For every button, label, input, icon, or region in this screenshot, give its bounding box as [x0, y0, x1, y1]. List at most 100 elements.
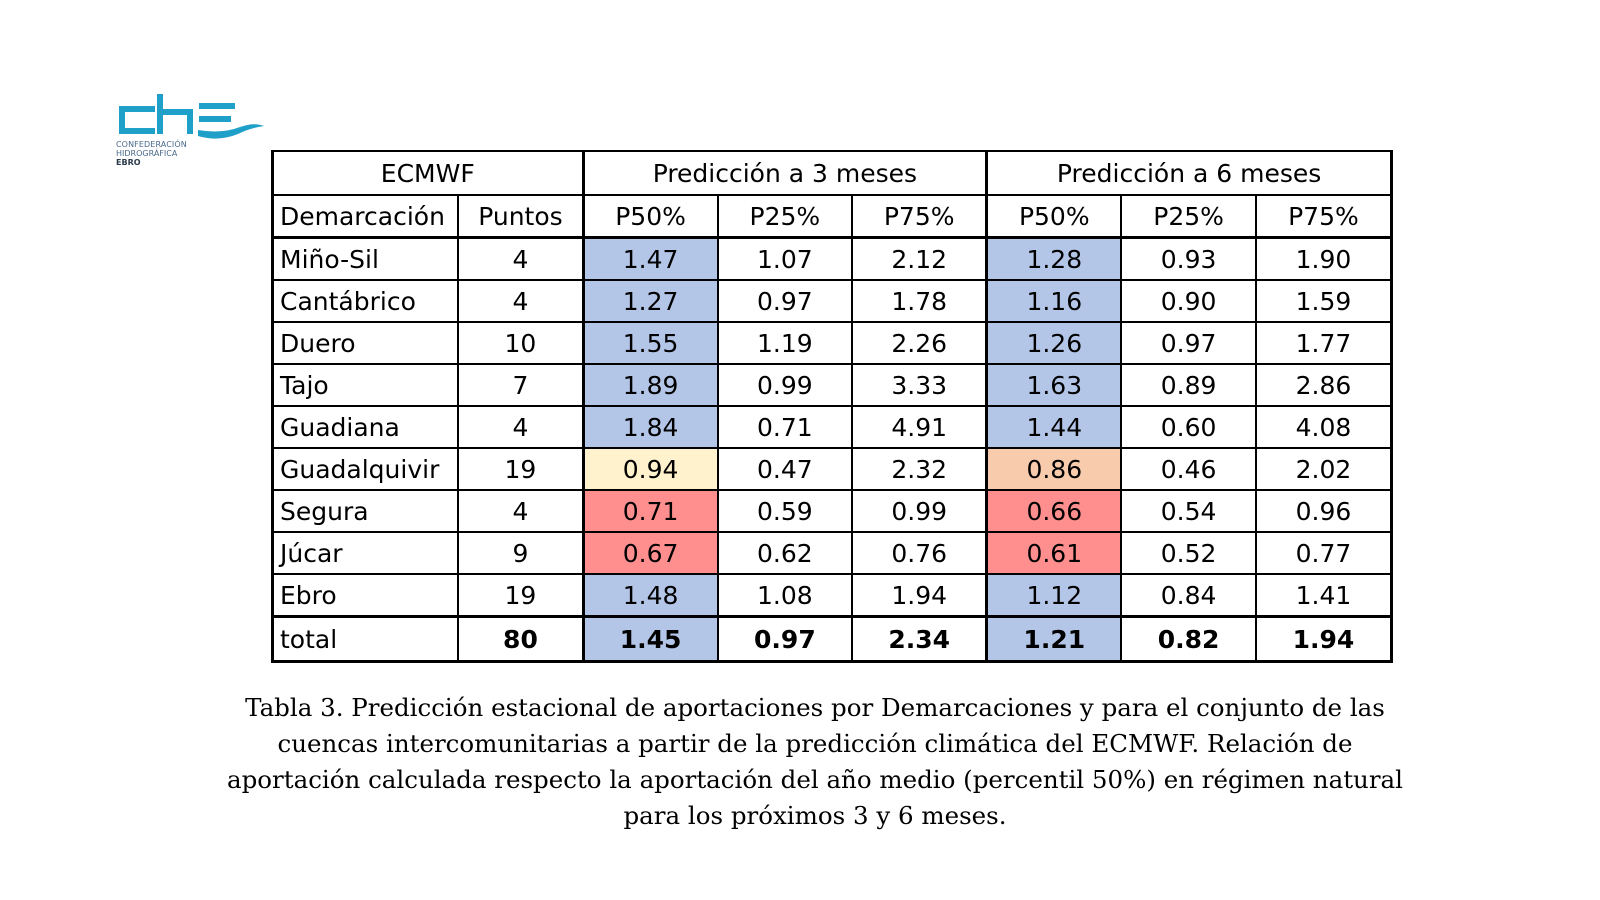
cell-p75-3m: 1.94: [851, 573, 988, 618]
cell-p75-6m: 2.02: [1254, 447, 1393, 491]
cell-p50-3m: 1.89: [581, 363, 719, 407]
table-row: Miño-Sil 4 1.47 1.07 2.12 1.28 0.93 1.90: [271, 236, 1393, 281]
cell-p25-6m: 0.93: [1120, 236, 1257, 281]
cell-puntos: 19: [457, 573, 585, 618]
cell-total-label: total: [271, 615, 460, 663]
col-header-puntos: Puntos: [457, 194, 585, 239]
cell-demarcacion: Duero: [271, 321, 460, 365]
col-header-p50-6m: P50%: [985, 194, 1123, 239]
cell-demarcacion: Ebro: [271, 573, 460, 618]
table-row: Guadalquivir 19 0.94 0.47 2.32 0.86 0.46…: [271, 447, 1393, 491]
cell-p75-3m: 0.76: [851, 531, 988, 575]
col-header-p25-3m: P25%: [716, 194, 854, 239]
cell-p50-3m: 0.71: [581, 489, 719, 533]
cell-p75-6m: 4.08: [1254, 405, 1393, 449]
table-caption: Tabla 3. Predicción estacional de aporta…: [227, 693, 1403, 830]
col-header-p75-3m: P75%: [851, 194, 988, 239]
cell-p50-3m: 1.84: [581, 405, 719, 449]
cell-total-p75-6m: 1.94: [1254, 615, 1393, 663]
table-row: Júcar 9 0.67 0.62 0.76 0.61 0.52 0.77: [271, 531, 1393, 575]
logo-line-1: CONFEDERACIÓN: [116, 140, 187, 149]
cell-puntos: 10: [457, 321, 585, 365]
cell-p50-3m: 0.94: [581, 447, 719, 491]
cell-p25-3m: 0.62: [716, 531, 854, 575]
cell-p75-3m: 3.33: [851, 363, 988, 407]
cell-demarcacion: Cantábrico: [271, 279, 460, 323]
table-row: Ebro 19 1.48 1.08 1.94 1.12 0.84 1.41: [271, 573, 1393, 618]
col-header-p50-3m: P50%: [581, 194, 719, 239]
che-logo: CONFEDERACIÓN HIDROGRÁFICA EBRO: [112, 92, 272, 172]
che-logo-mark: [119, 94, 264, 139]
cell-p75-6m: 0.96: [1254, 489, 1393, 533]
cell-puntos: 9: [457, 531, 585, 575]
cell-p50-6m: 0.61: [985, 531, 1123, 575]
table-row: Segura 4 0.71 0.59 0.99 0.66 0.54 0.96: [271, 489, 1393, 533]
cell-p75-3m: 2.12: [851, 236, 988, 281]
cell-p75-6m: 1.41: [1254, 573, 1393, 618]
cell-p75-6m: 1.59: [1254, 279, 1393, 323]
cell-total-puntos: 80: [457, 615, 585, 663]
cell-p50-3m: 0.67: [581, 531, 719, 575]
cell-p50-6m: 0.86: [985, 447, 1123, 491]
cell-p25-3m: 0.71: [716, 405, 854, 449]
cell-p75-6m: 1.77: [1254, 321, 1393, 365]
cell-p50-3m: 1.27: [581, 279, 719, 323]
cell-p75-3m: 2.26: [851, 321, 988, 365]
cell-p50-6m: 1.26: [985, 321, 1123, 365]
logo-line-3: EBRO: [116, 158, 141, 167]
table-row-total: total 80 1.45 0.97 2.34 1.21 0.82 1.94: [271, 615, 1393, 663]
cell-p25-3m: 1.19: [716, 321, 854, 365]
cell-p75-3m: 1.78: [851, 279, 988, 323]
cell-puntos: 4: [457, 279, 585, 323]
header-model: ECMWF: [271, 150, 585, 196]
cell-p50-6m: 1.44: [985, 405, 1123, 449]
header-group-6-months: Predicción a 6 meses: [985, 150, 1393, 196]
cell-p25-6m: 0.52: [1120, 531, 1257, 575]
cell-demarcacion: Guadiana: [271, 405, 460, 449]
table-row: Guadiana 4 1.84 0.71 4.91 1.44 0.60 4.08: [271, 405, 1393, 449]
cell-p50-6m: 1.63: [985, 363, 1123, 407]
cell-puntos: 19: [457, 447, 585, 491]
cell-puntos: 4: [457, 489, 585, 533]
col-header-p75-6m: P75%: [1254, 194, 1393, 239]
cell-demarcacion: Tajo: [271, 363, 460, 407]
cell-demarcacion: Segura: [271, 489, 460, 533]
cell-p25-3m: 0.47: [716, 447, 854, 491]
cell-total-p25-3m: 0.97: [716, 615, 854, 663]
cell-p50-6m: 1.16: [985, 279, 1123, 323]
cell-p75-6m: 2.86: [1254, 363, 1393, 407]
cell-total-p25-6m: 0.82: [1120, 615, 1257, 663]
cell-p25-3m: 0.59: [716, 489, 854, 533]
cell-p75-3m: 2.32: [851, 447, 988, 491]
col-header-p25-6m: P25%: [1120, 194, 1257, 239]
cell-p25-6m: 0.90: [1120, 279, 1257, 323]
cell-demarcacion: Miño-Sil: [271, 236, 460, 281]
header-group-3-months: Predicción a 3 meses: [581, 150, 988, 196]
cell-p75-6m: 1.90: [1254, 236, 1393, 281]
prediction-table: ECMWF Predicción a 3 meses Predicción a …: [271, 150, 1393, 663]
cell-total-p50-6m: 1.21: [985, 615, 1123, 663]
cell-p75-6m: 0.77: [1254, 531, 1393, 575]
header-row-groups: ECMWF Predicción a 3 meses Predicción a …: [271, 150, 1393, 196]
table-row: Tajo 7 1.89 0.99 3.33 1.63 0.89 2.86: [271, 363, 1393, 407]
cell-total-p50-3m: 1.45: [581, 615, 719, 663]
cell-p25-6m: 0.54: [1120, 489, 1257, 533]
cell-p25-3m: 1.07: [716, 236, 854, 281]
cell-demarcacion: Guadalquivir: [271, 447, 460, 491]
cell-p50-3m: 1.47: [581, 236, 719, 281]
cell-p50-3m: 1.48: [581, 573, 719, 618]
cell-p25-6m: 0.46: [1120, 447, 1257, 491]
cell-p25-6m: 0.60: [1120, 405, 1257, 449]
cell-p25-6m: 0.97: [1120, 321, 1257, 365]
cell-puntos: 7: [457, 363, 585, 407]
cell-puntos: 4: [457, 405, 585, 449]
cell-p50-6m: 1.28: [985, 236, 1123, 281]
cell-p75-3m: 0.99: [851, 489, 988, 533]
cell-p25-6m: 0.89: [1120, 363, 1257, 407]
cell-p25-3m: 1.08: [716, 573, 854, 618]
cell-p75-3m: 4.91: [851, 405, 988, 449]
cell-demarcacion: Júcar: [271, 531, 460, 575]
table-row: Cantábrico 4 1.27 0.97 1.78 1.16 0.90 1.…: [271, 279, 1393, 323]
cell-p50-6m: 0.66: [985, 489, 1123, 533]
table-row: Duero 10 1.55 1.19 2.26 1.26 0.97 1.77: [271, 321, 1393, 365]
